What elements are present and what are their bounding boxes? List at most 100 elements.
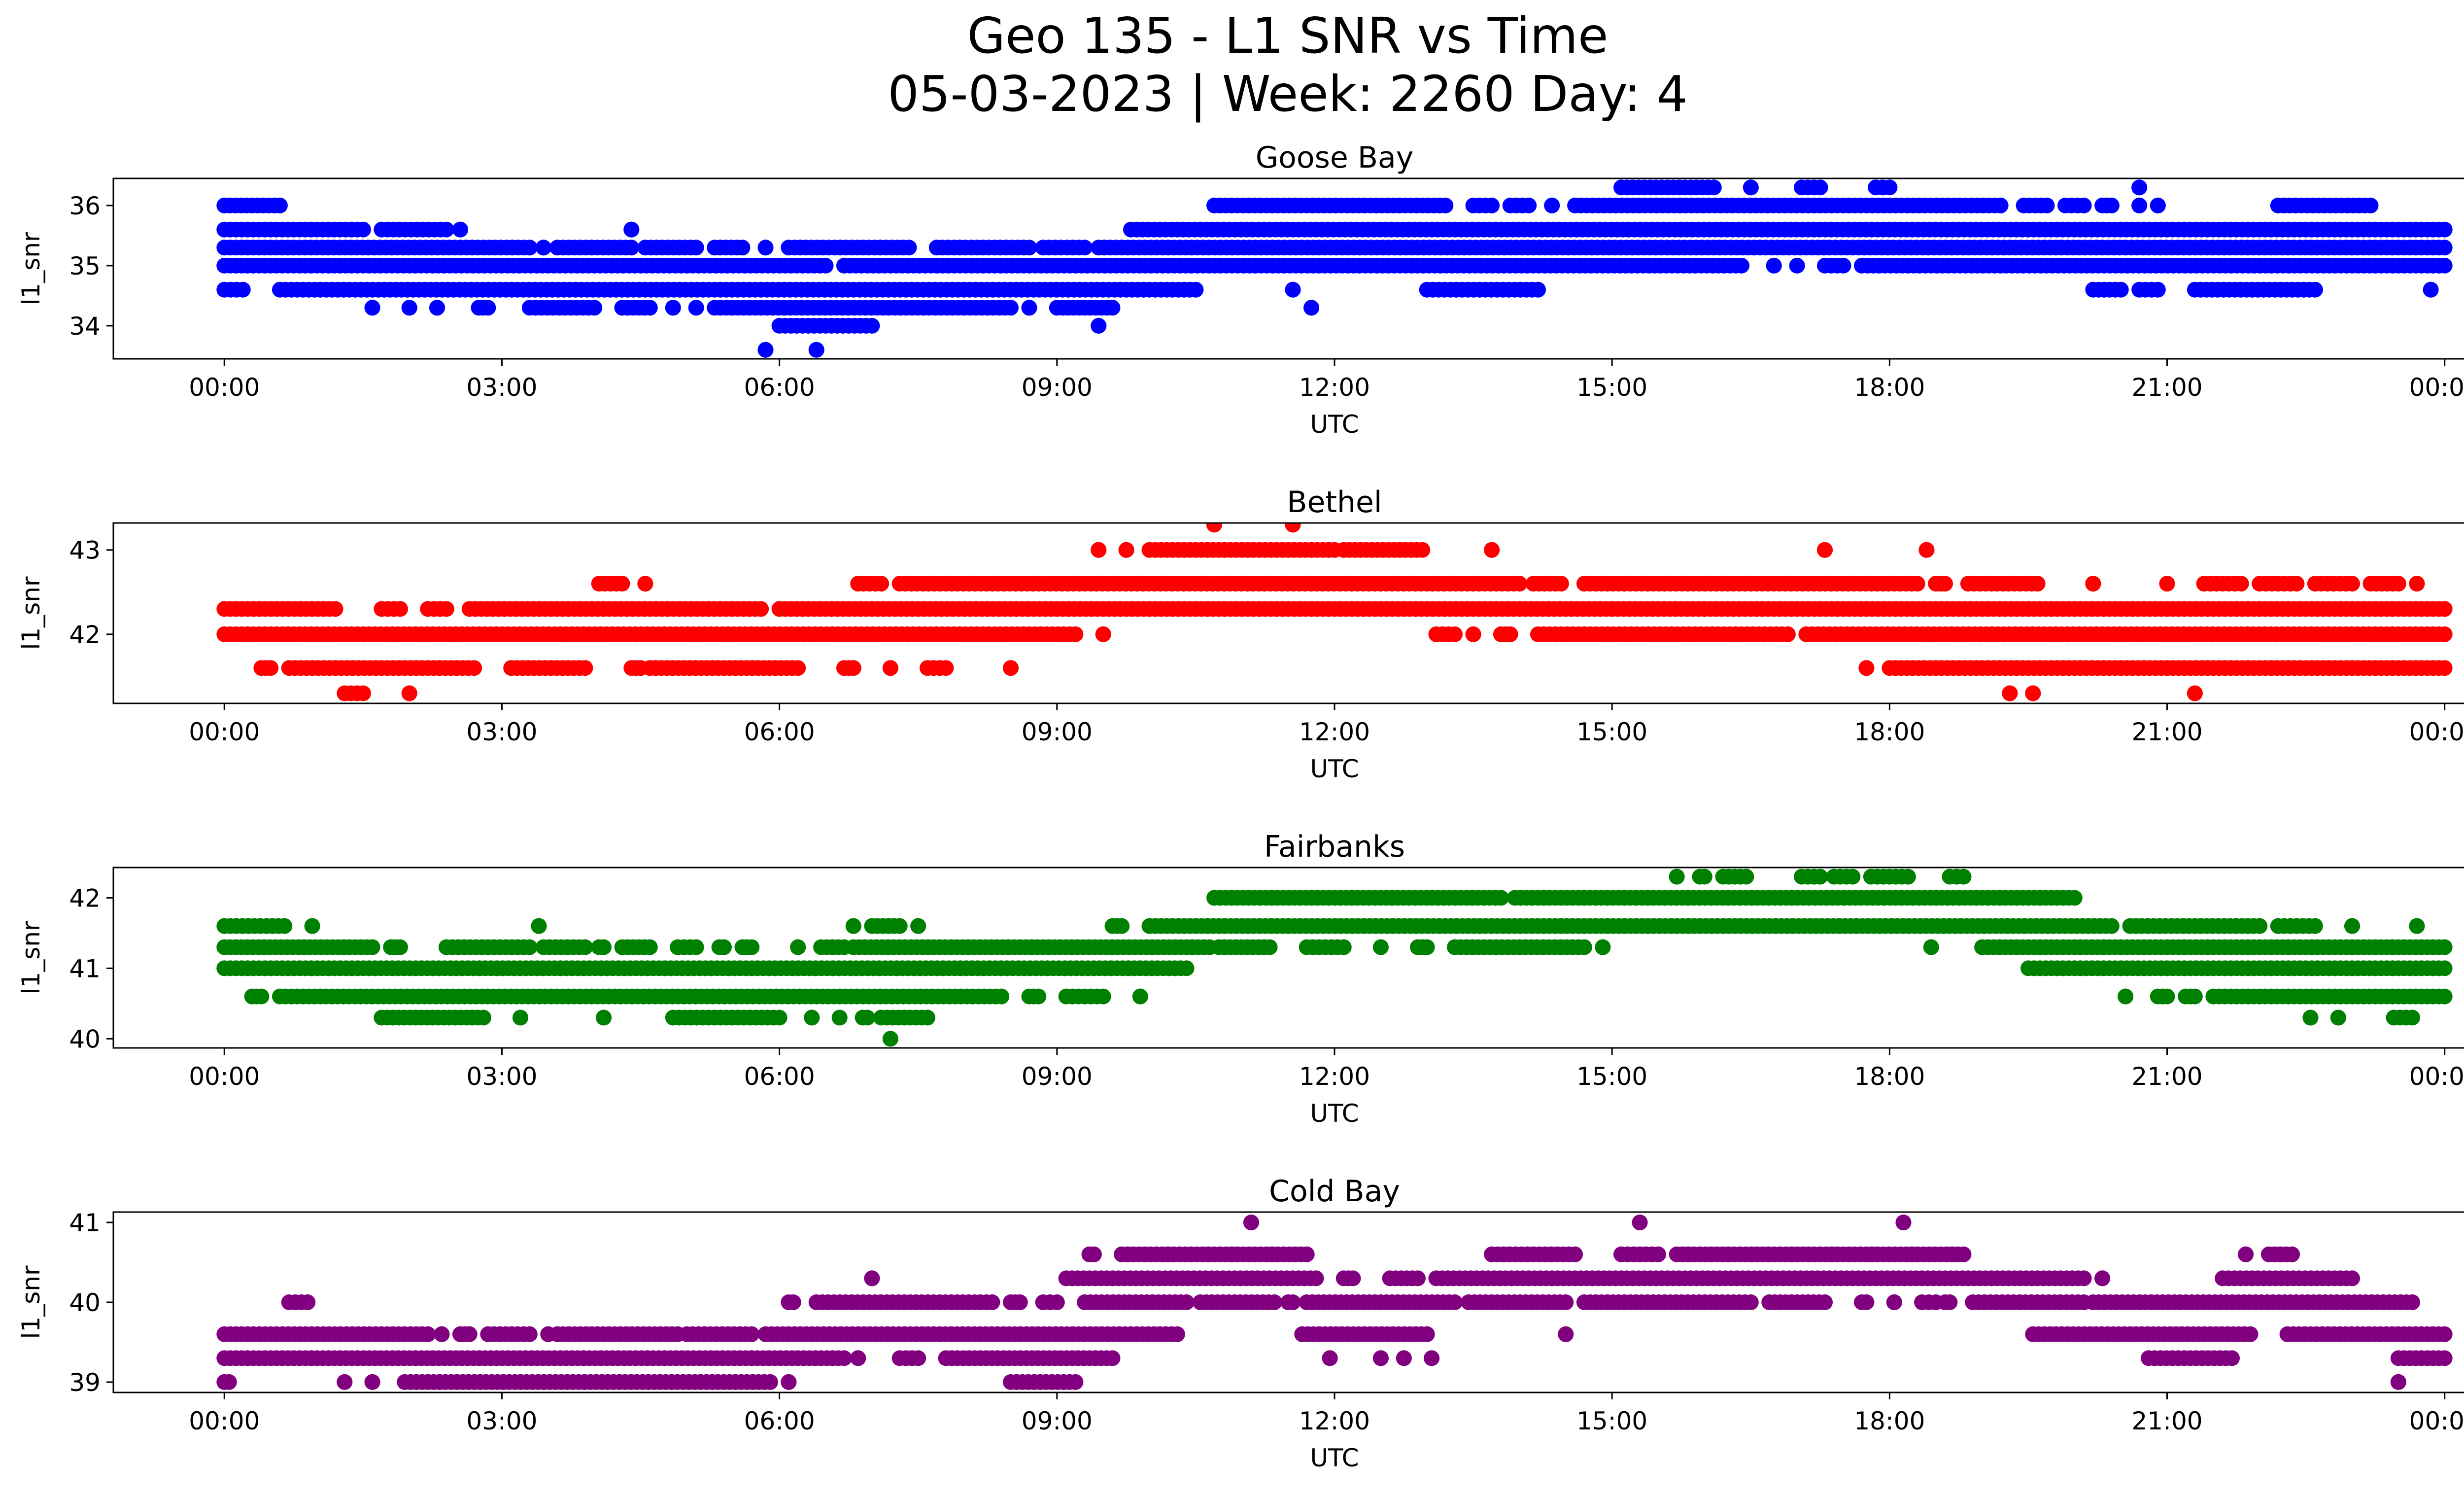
data-point <box>1030 988 1047 1005</box>
x-tick-label: 09:00 <box>1022 1062 1093 1091</box>
data-point <box>1817 1294 1833 1310</box>
scatter-points <box>216 1215 2453 1390</box>
x-tick-label: 00:00 <box>2409 1062 2464 1091</box>
data-point <box>1396 1350 1412 1366</box>
y-axis-label: l1_snr <box>17 921 45 994</box>
data-point <box>2039 197 2055 213</box>
data-point <box>873 576 890 592</box>
data-point <box>808 342 824 358</box>
data-point <box>845 660 861 676</box>
panel-fairbanks: 00:00 03:00 06:00 09:00 12:00 15:00 18:00 21:00… <box>17 830 2464 1128</box>
data-point <box>2150 281 2166 298</box>
data-point <box>355 221 371 238</box>
data-point <box>901 240 917 256</box>
data-point <box>1632 1215 1648 1231</box>
scatter-points <box>216 523 2453 701</box>
data-point <box>1322 1350 1338 1366</box>
data-point <box>300 1294 316 1310</box>
data-point <box>688 300 704 316</box>
data-point <box>392 939 408 955</box>
x-tick-label: 03:00 <box>466 1062 537 1091</box>
data-point <box>1937 576 1953 592</box>
data-point <box>2242 1326 2259 1342</box>
data-point <box>1650 1246 1666 1262</box>
data-point <box>1086 1246 1102 1262</box>
data-point <box>1285 1294 1301 1310</box>
x-tick-label: 09:00 <box>1022 718 1093 746</box>
data-point <box>845 918 861 934</box>
x-tick-label: 12:00 <box>1299 1062 1370 1091</box>
data-point <box>2404 1009 2420 1026</box>
data-point <box>1734 257 1749 274</box>
y-axis-label: l1_snr <box>17 576 45 650</box>
data-point <box>1817 542 1833 558</box>
x-tick-label: 00:00 <box>189 718 260 746</box>
data-point <box>753 601 769 617</box>
data-point <box>1419 1326 1435 1342</box>
y-tick-label: 41 <box>69 954 101 983</box>
data-point <box>2252 918 2268 934</box>
data-point <box>438 601 454 617</box>
data-point <box>1114 918 1130 934</box>
x-tick-label: 06:00 <box>744 1062 815 1091</box>
y-tick-label: 43 <box>69 536 101 565</box>
data-point <box>1188 281 1204 298</box>
data-point <box>1303 300 1320 316</box>
data-point <box>2330 1009 2346 1026</box>
x-tick-label: 06:00 <box>744 718 815 746</box>
data-point <box>790 939 806 955</box>
data-point <box>221 1374 237 1390</box>
data-point <box>1923 939 1939 955</box>
x-tick-label: 12:00 <box>1299 373 1370 402</box>
data-point <box>2284 1246 2300 1262</box>
data-point <box>480 300 496 316</box>
data-point <box>1558 1294 1574 1310</box>
data-point <box>1169 1326 1185 1342</box>
data-point <box>1544 197 1560 213</box>
data-point <box>2409 576 2425 592</box>
data-point <box>938 660 954 676</box>
x-tick-label: 15:00 <box>1576 1062 1647 1091</box>
x-tick-label: 06:00 <box>744 373 815 402</box>
data-point <box>1858 1294 1875 1310</box>
panel-title: Fairbanks <box>1264 830 1405 864</box>
data-point <box>2076 1270 2092 1286</box>
data-point <box>475 1009 491 1026</box>
y-tick-label: 40 <box>69 1025 101 1053</box>
data-point <box>1858 660 1875 676</box>
data-point <box>1502 626 1518 642</box>
data-point <box>1410 1270 1426 1286</box>
data-point <box>1706 179 1722 196</box>
data-point <box>2113 281 2129 298</box>
data-point <box>688 240 704 256</box>
data-point <box>1465 626 1481 642</box>
data-point <box>392 601 408 617</box>
data-point <box>2159 576 2175 592</box>
data-point <box>2118 988 2134 1005</box>
data-point <box>1067 626 1084 642</box>
data-point <box>1345 1270 1361 1286</box>
data-point <box>1845 869 1861 885</box>
data-point <box>910 1350 926 1366</box>
data-point <box>1372 1350 1389 1366</box>
data-point <box>716 939 732 955</box>
data-point <box>1942 1294 1958 1310</box>
data-point <box>429 300 445 316</box>
x-tick-label: 15:00 <box>1576 718 1647 746</box>
data-point <box>276 918 293 934</box>
data-point <box>1900 869 1916 885</box>
panel-cold-bay: 00:00 03:00 06:00 09:00 12:00 15:00 18:00 21:00… <box>17 1174 2464 1472</box>
data-point <box>2085 576 2101 592</box>
data-point <box>2029 576 2046 592</box>
data-point <box>1812 179 1828 196</box>
data-point <box>513 1009 528 1026</box>
data-point <box>1835 257 1851 274</box>
data-point <box>1780 626 1796 642</box>
data-point <box>836 1350 852 1366</box>
data-point <box>2103 918 2120 934</box>
data-point <box>2131 179 2148 196</box>
data-point <box>2302 1009 2319 1026</box>
data-point <box>521 939 538 955</box>
data-point <box>2224 1350 2240 1366</box>
